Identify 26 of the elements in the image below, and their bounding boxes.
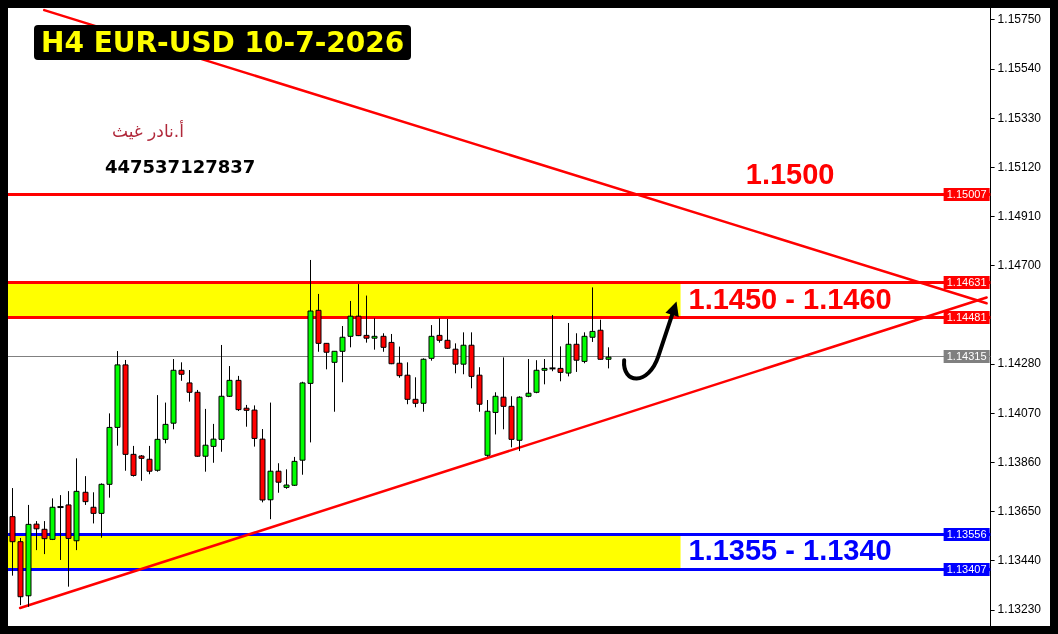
y-tick-label: 1.15120 [997, 159, 1042, 174]
ref-line-label: 1.14481 [946, 310, 987, 323]
annotation: أ.نادر غيث [112, 120, 184, 142]
candlestick [525, 358, 532, 398]
ref-line-label: 1.15007 [946, 187, 987, 200]
ref-line-label: 1.14315 [946, 349, 987, 362]
band-label: 1.1355 - 1.1340 [688, 534, 892, 567]
y-tick-label: 1.14700 [997, 258, 1042, 273]
y-tick-label: 1.14070 [997, 405, 1042, 420]
y-tick-label: 1.15330 [997, 110, 1042, 125]
band-label: 1.1450 - 1.1460 [688, 282, 892, 315]
annotation: 1.1500 [745, 158, 835, 191]
y-tick-label: 1.13440 [997, 553, 1042, 568]
text: H4 EUR-USD 10-7-2026 [34, 25, 412, 60]
candlestick [82, 475, 89, 506]
annotation: 447537127837 [105, 156, 256, 178]
ref-line-label: 1.13407 [946, 562, 987, 575]
ref-line-label: 1.13556 [946, 527, 987, 540]
ref-line-label: 1.14631 [946, 275, 987, 288]
y-tick-label: 1.15540 [997, 61, 1042, 76]
y-tick-label: 1.14280 [997, 356, 1042, 371]
y-tick-label: 1.15750 [997, 12, 1042, 27]
y-tick-label: 1.13650 [997, 504, 1042, 519]
y-tick-label: 1.14910 [997, 208, 1042, 223]
y-tick-label: 1.13860 [997, 454, 1042, 469]
y-tick-label: 1.13230 [997, 602, 1042, 617]
